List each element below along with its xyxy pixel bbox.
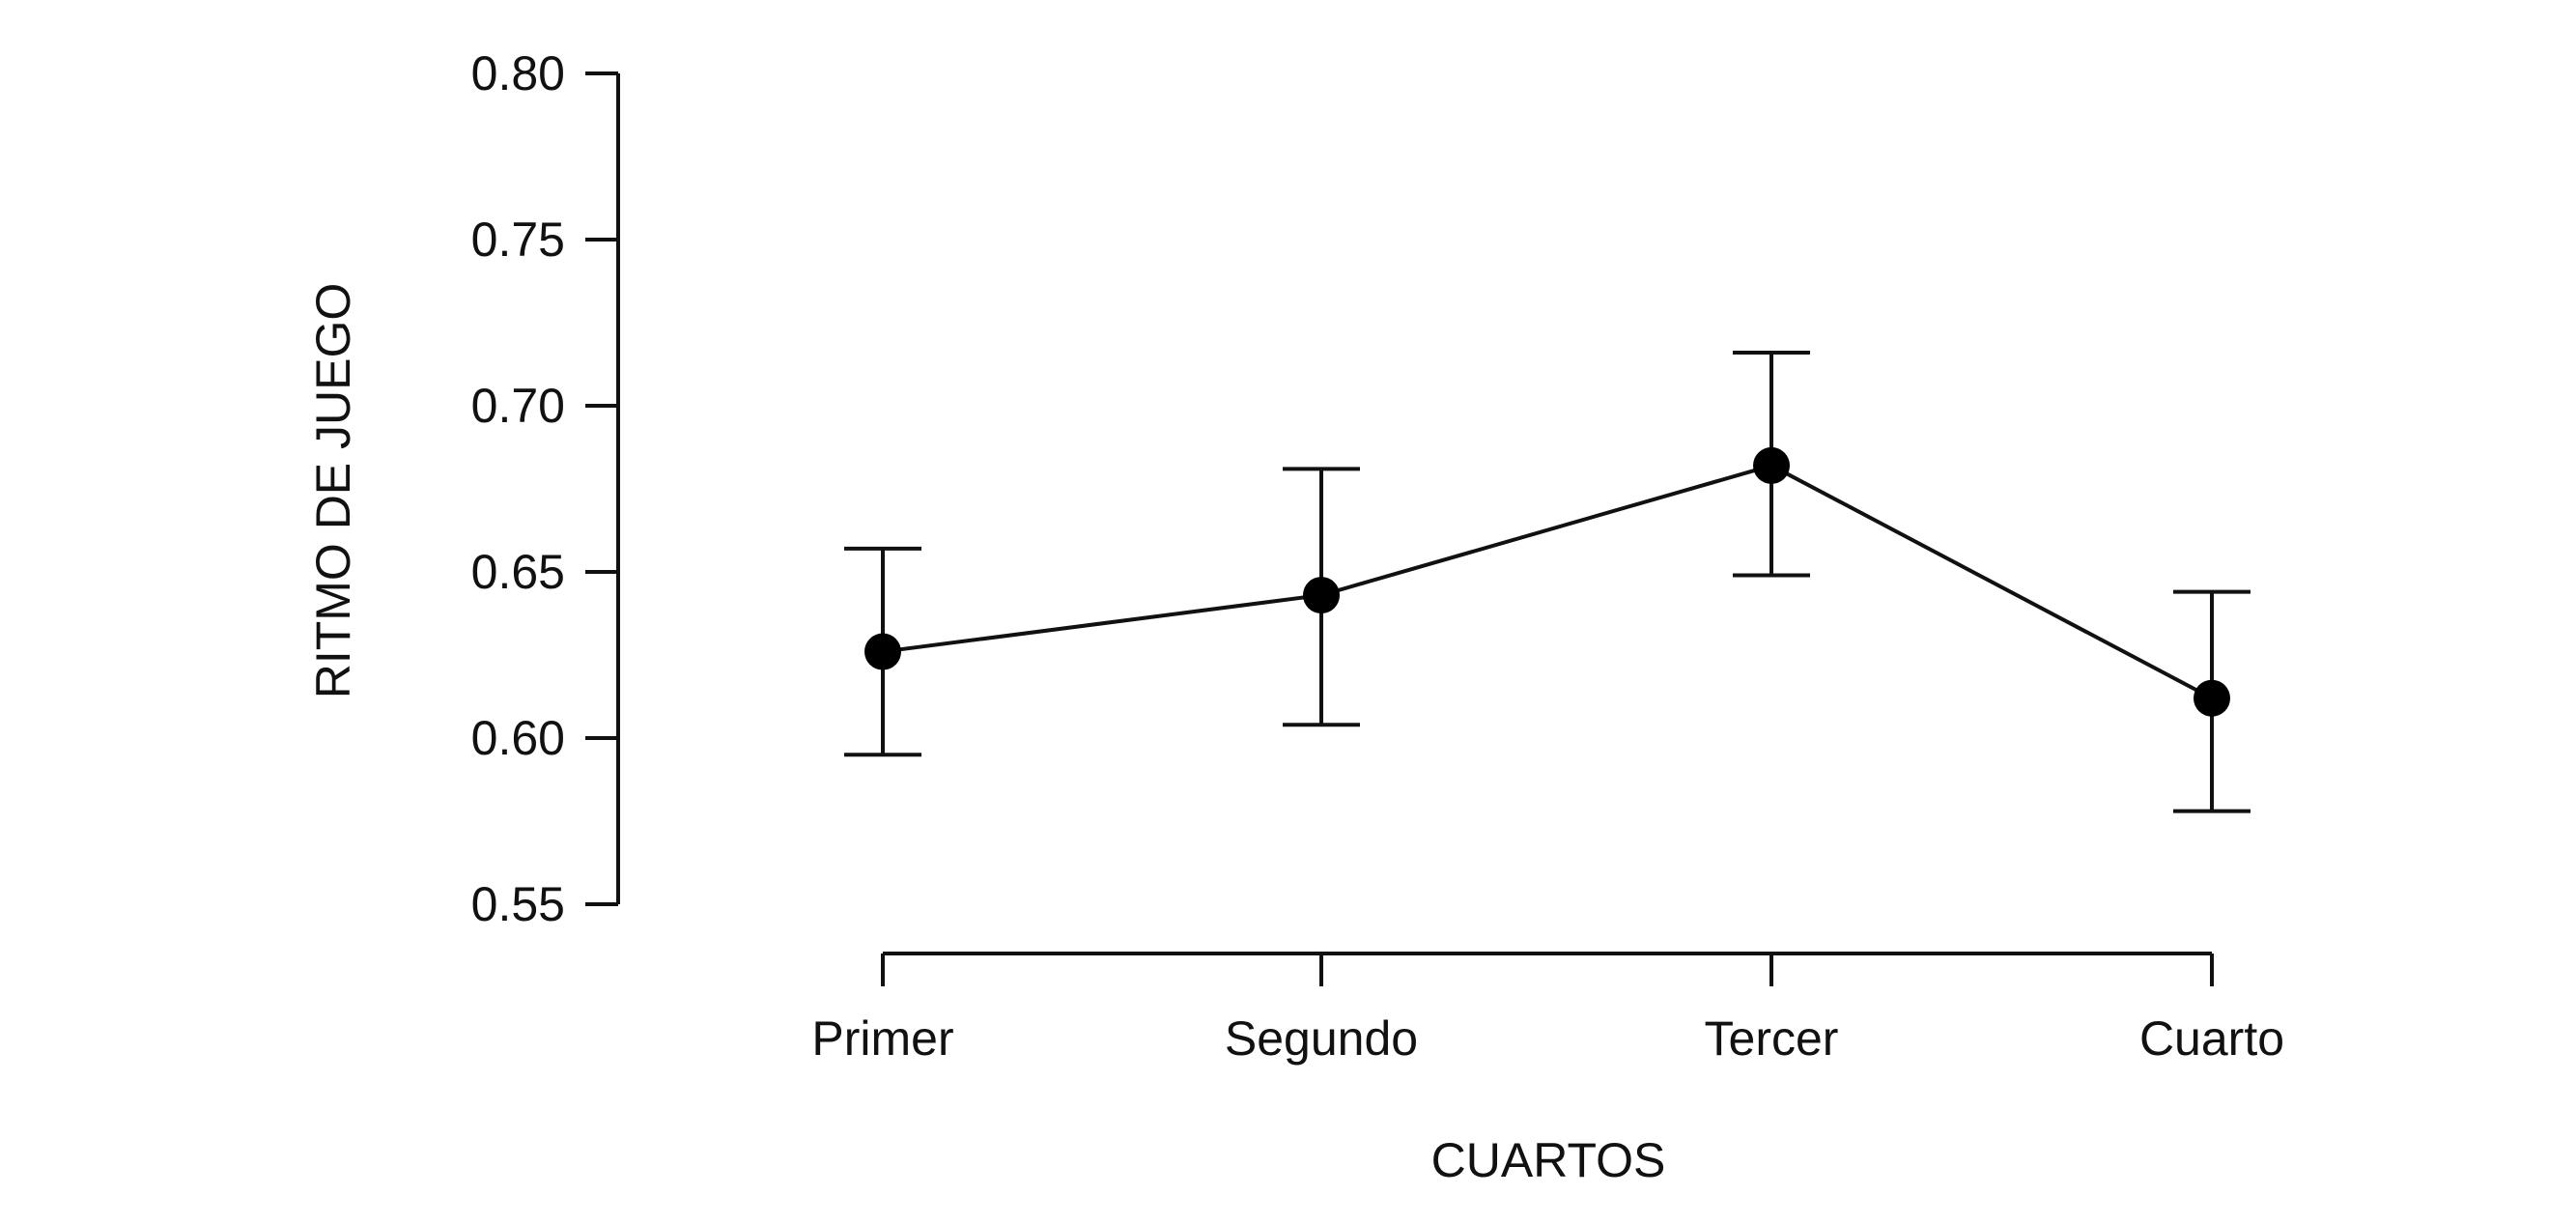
y-tick-label-4: 0.75: [471, 213, 565, 267]
y-tick-label-2: 0.65: [471, 545, 565, 599]
y-axis: 0.55 0.60 0.65 0.70 0.75 0.80: [471, 46, 620, 931]
y-tick-label-3: 0.70: [471, 379, 565, 433]
x-tick-label-1: Segundo: [1225, 1011, 1418, 1066]
plot-area: [844, 350, 2250, 813]
data-point-2: [1753, 446, 1790, 484]
x-axis-title: CUARTOS: [1431, 1133, 1666, 1187]
x-axis: Primer Segundo Tercer Cuarto: [811, 952, 2284, 1066]
y-tick-label-5: 0.80: [471, 46, 565, 100]
x-tick-label-0: Primer: [811, 1011, 953, 1066]
data-point-0: [864, 633, 901, 670]
y-axis-title: RITMO DE JUEGO: [306, 283, 360, 699]
y-tick-label-1: 0.60: [471, 711, 565, 765]
data-point-1: [1303, 577, 1340, 614]
x-tick-label-3: Cuarto: [2139, 1011, 2284, 1066]
series-line-0: [882, 463, 2213, 700]
data-point-3: [2194, 679, 2230, 717]
x-tick-label-2: Tercer: [1705, 1011, 1839, 1066]
y-tick-label-0: 0.55: [471, 877, 565, 931]
